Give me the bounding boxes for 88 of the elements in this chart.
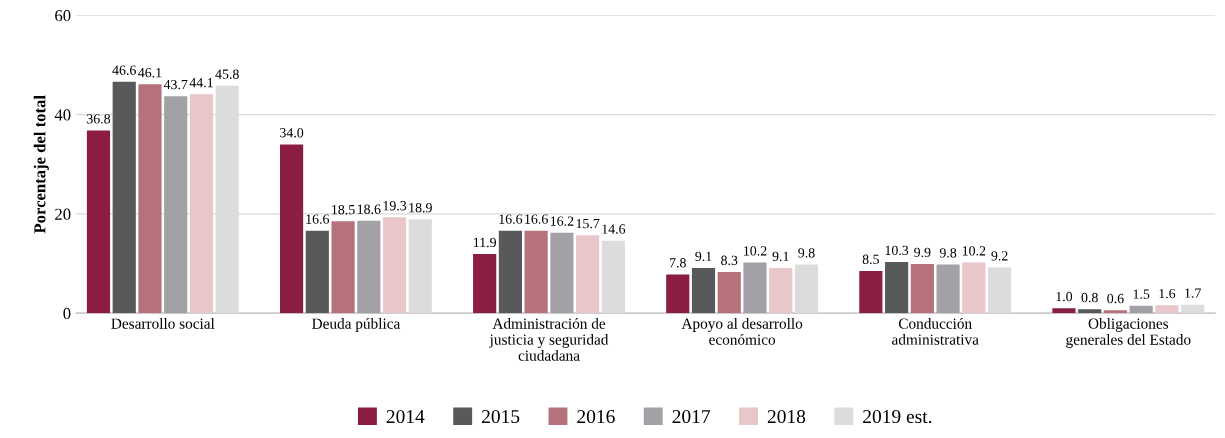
bar [691,268,716,314]
bar [357,220,381,314]
text: 9.1 [695,251,712,262]
bar [473,254,497,314]
y-tick-label: 40 [54,109,71,121]
text: 18.6 [357,204,381,214]
text: 11.9 [473,237,496,248]
text: 46.6 [112,65,136,75]
bar [189,94,214,314]
bar [408,219,432,314]
bar [1052,308,1076,314]
text: 0.8 [1081,292,1098,303]
bar [138,84,162,314]
bar [717,271,741,314]
text: 15.7 [576,218,600,229]
text: 9.8 [939,248,957,258]
x-tick-label: Deuda pública [312,318,401,332]
text: 9.9 [914,247,931,258]
x-tick-label: Obligaciones generales del Estado [1066,318,1191,348]
text: 0.6 [1107,293,1124,304]
text: 9.2 [991,251,1008,261]
text: 8.3 [721,255,738,266]
text: 1.6 [1159,288,1176,299]
bar [164,96,188,314]
text: 1.5 [1133,289,1150,299]
text: 16.6 [525,214,548,224]
bar [576,235,600,314]
bar [382,217,407,314]
text: 36.8 [86,114,111,124]
text: 1.7 [1185,288,1201,298]
bar [86,130,111,314]
text: 9.8 [798,248,815,258]
text: 16.6 [306,214,330,224]
y-tick-label: 0 [63,307,71,320]
bar [331,221,355,314]
bar [1155,305,1179,314]
bar [769,268,793,314]
text: 8.5 [862,254,879,265]
legend-label: 2019 est. [863,409,932,424]
text: 18.9 [409,202,432,213]
bar [524,230,548,314]
legend-label: 2014 [386,409,425,424]
x-tick-label: Desarrollo social [111,318,215,329]
bar [936,264,960,314]
text: 10.2 [744,246,767,256]
bar [1129,305,1153,314]
bar [794,264,819,314]
y-axis-title: Porcentaje del total [33,95,49,234]
text: 34.0 [280,128,304,138]
bar [987,267,1012,314]
text: 19.3 [383,201,407,211]
text: 45.8 [215,69,239,79]
bar [962,262,986,314]
text: 14.6 [602,224,626,234]
legend-label: 2018 [767,409,806,424]
x-tick-label: Apoyo al desarrollo económico [681,318,803,345]
y-tick-label: 60 [55,10,71,22]
bar [112,81,136,314]
bar [498,230,522,314]
y-tick-label: 20 [55,208,71,220]
bar [666,274,690,314]
text: 43.7 [163,79,188,90]
bar [550,232,574,314]
legend-label: 2015 [482,409,520,424]
legend-label: 2016 [577,409,615,424]
bar [601,240,625,314]
text: 44.1 [189,77,213,88]
bar [1078,309,1102,314]
bar [743,262,767,314]
text: 10.3 [885,245,909,256]
text: 16.6 [499,214,523,224]
x-tick-label: Administración de justicia y seguridad ciudadana [489,318,609,361]
text: 9.1 [772,251,789,262]
bar [1181,304,1205,314]
bar [885,262,909,314]
text: 7.8 [669,258,686,268]
bar [305,230,329,314]
text: 16.2 [550,216,574,226]
bar [1103,310,1128,314]
bar [279,144,304,314]
text: 10.2 [962,246,986,256]
text: 18.5 [332,204,355,215]
bar [859,270,883,314]
text: 1.0 [1056,291,1073,302]
legend-label: 2017 [672,409,711,424]
text: 46.1 [138,68,162,78]
x-tick-label: Conducción administrativa [892,318,979,345]
bar [910,264,934,314]
